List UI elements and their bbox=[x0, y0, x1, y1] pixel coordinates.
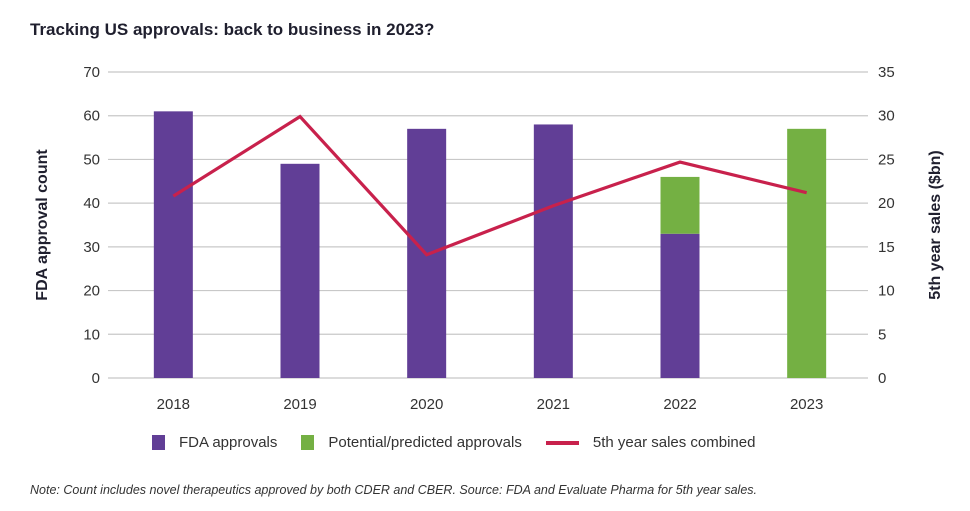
x-tick-label: 2022 bbox=[663, 396, 696, 413]
x-tick-label: 2021 bbox=[537, 396, 570, 413]
chart-title: Tracking US approvals: back to business … bbox=[30, 20, 435, 39]
bar-fda-approvals bbox=[660, 233, 700, 378]
y2-tick-label: 35 bbox=[878, 64, 895, 81]
line-5th-year-sales bbox=[172, 114, 808, 257]
x-tick-label: 2020 bbox=[410, 396, 443, 413]
y-tick-label: 10 bbox=[83, 326, 100, 343]
legend-label: 5th year sales combined bbox=[592, 434, 756, 451]
y-tick-label: 20 bbox=[83, 283, 100, 300]
legend-swatch-predicted bbox=[301, 435, 315, 450]
y2-tick-label: 10 bbox=[878, 283, 895, 300]
y2-tick-label: 15 bbox=[878, 239, 895, 256]
bar-fda-approvals bbox=[533, 124, 573, 378]
bar-predicted-approvals bbox=[660, 176, 700, 234]
footnote: Note: Count includes novel therapeutics … bbox=[30, 483, 758, 497]
legend-item-fda: FDA approvals bbox=[152, 434, 277, 451]
y2-tick-label: 30 bbox=[878, 108, 895, 125]
x-tick-label: 2023 bbox=[790, 396, 823, 413]
x-tick-label: 2018 bbox=[157, 396, 190, 413]
bar-fda-approvals bbox=[153, 111, 193, 378]
x-tick-label: 2019 bbox=[283, 396, 316, 413]
y-tick-label: 40 bbox=[83, 195, 100, 212]
legend-label: FDA approvals bbox=[179, 434, 278, 451]
legend: FDA approvals Potential/predicted approv… bbox=[152, 434, 779, 451]
bar-predicted-approvals bbox=[787, 128, 827, 378]
y-tick-label: 0 bbox=[92, 370, 100, 387]
y2-tick-label: 5 bbox=[878, 326, 886, 343]
y2-tick-label: 0 bbox=[878, 370, 886, 387]
y-tick-label: 60 bbox=[83, 108, 100, 125]
y-tick-label: 70 bbox=[83, 64, 100, 81]
y2-axis-label: 5th year sales ($bn) bbox=[927, 150, 944, 299]
legend-item-predicted: Potential/predicted approvals bbox=[301, 434, 522, 451]
y-tick-label: 30 bbox=[83, 239, 100, 256]
legend-swatch-fda bbox=[152, 435, 165, 450]
y2-tick-label: 20 bbox=[878, 195, 895, 212]
legend-swatch-sales bbox=[545, 440, 579, 445]
y-axis-label: FDA approval count bbox=[34, 149, 51, 301]
chart-svg: 0 0 10 5 20 10 30 15 40 20 50 25 60 30 70 35 2018 2019 202… bbox=[34, 64, 944, 413]
y-tick-label: 50 bbox=[83, 151, 100, 168]
legend-item-sales: 5th year sales combined bbox=[545, 434, 756, 451]
y2-tick-label: 25 bbox=[878, 151, 895, 168]
legend-label: Potential/predicted approvals bbox=[328, 434, 522, 451]
bar-fda-approvals bbox=[280, 163, 320, 378]
